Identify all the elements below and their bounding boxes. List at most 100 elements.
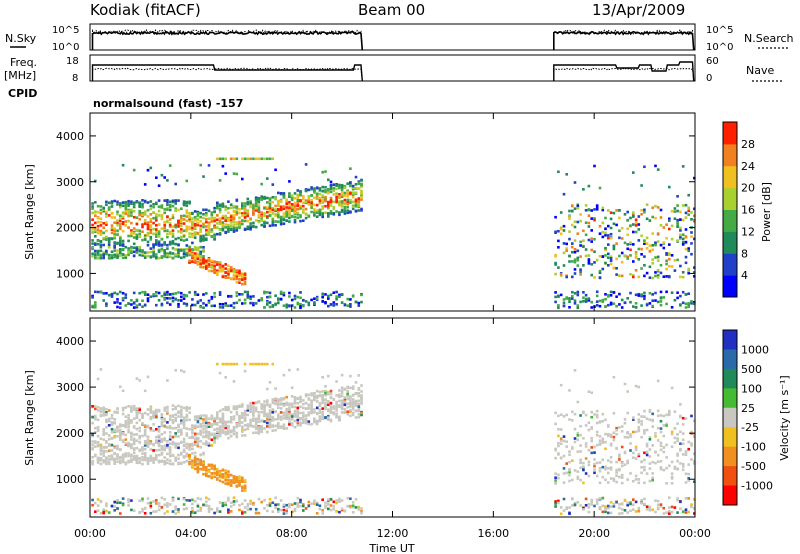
heatmap-cell bbox=[288, 220, 291, 223]
heatmap-cell bbox=[99, 253, 103, 257]
heatmap-cell bbox=[324, 407, 327, 411]
heatmap-cell bbox=[607, 224, 610, 228]
heatmap-cell bbox=[149, 200, 153, 203]
heatmap-cell bbox=[205, 418, 208, 421]
heatmap-cell bbox=[238, 224, 241, 227]
heatmap-cell bbox=[340, 499, 344, 502]
heatmap-cell bbox=[274, 428, 277, 432]
heatmap-cell bbox=[130, 405, 133, 408]
heatmap-cell bbox=[155, 224, 158, 227]
heatmap-cell bbox=[174, 242, 177, 246]
heatmap-cell bbox=[354, 183, 358, 186]
heatmap-cell bbox=[171, 419, 175, 422]
heatmap-cell bbox=[274, 400, 277, 403]
heatmap-cell bbox=[166, 458, 169, 461]
heatmap-cell bbox=[302, 402, 305, 406]
heatmap-cell bbox=[609, 442, 613, 446]
heatmap-cell bbox=[329, 293, 333, 297]
power-colorbar-swatch bbox=[723, 187, 737, 210]
heatmap-cell bbox=[338, 416, 341, 420]
heatmap-cell bbox=[645, 271, 649, 275]
heatmap-cell bbox=[205, 435, 208, 439]
heatmap-cell bbox=[146, 443, 150, 446]
heatmap-cell bbox=[654, 243, 657, 247]
heatmap-cell bbox=[152, 410, 155, 413]
heatmap-cell bbox=[146, 201, 150, 204]
heatmap-cell bbox=[338, 395, 341, 399]
heatmap-cell bbox=[155, 253, 158, 256]
heatmap-cell bbox=[279, 415, 283, 419]
heatmap-cell bbox=[124, 406, 128, 409]
heatmap-cell bbox=[607, 264, 610, 267]
heatmap-cell bbox=[693, 275, 696, 278]
heatmap-cell bbox=[152, 227, 155, 231]
heatmap-cell bbox=[307, 214, 311, 218]
heatmap-cell bbox=[196, 425, 200, 428]
heatmap-cell bbox=[632, 171, 635, 174]
heatmap-cell bbox=[593, 462, 596, 466]
heatmap-cell bbox=[282, 508, 286, 512]
heatmap-cell bbox=[119, 203, 122, 207]
heatmap-cell bbox=[277, 213, 280, 217]
heatmap-cell bbox=[263, 406, 266, 410]
heatmap-cell bbox=[587, 503, 591, 506]
heatmap-cell bbox=[346, 410, 349, 413]
heatmap-cell bbox=[163, 226, 166, 230]
heatmap-cell bbox=[119, 202, 122, 205]
heatmap-cell bbox=[171, 235, 175, 238]
heatmap-cell bbox=[349, 211, 352, 214]
heatmap-cell bbox=[143, 506, 147, 510]
heatmap-cell bbox=[329, 498, 333, 501]
heatmap-cell bbox=[277, 507, 280, 511]
heatmap-cell bbox=[143, 210, 147, 213]
heatmap-cell bbox=[191, 442, 194, 446]
heatmap-cell bbox=[143, 220, 147, 224]
heatmap-cell bbox=[110, 226, 114, 230]
heatmap-cell bbox=[587, 238, 591, 242]
heatmap-cell bbox=[163, 208, 166, 211]
freq-label: Freq. bbox=[10, 56, 37, 69]
heatmap-cell bbox=[593, 238, 596, 241]
heatmap-cell bbox=[620, 430, 624, 433]
heatmap-cell bbox=[157, 232, 161, 236]
heatmap-cell bbox=[243, 419, 247, 422]
heatmap-cell bbox=[651, 244, 654, 247]
heatmap-cell bbox=[207, 431, 211, 434]
heatmap-cell bbox=[654, 274, 657, 278]
heatmap-cell bbox=[163, 251, 166, 255]
heatmap-cell bbox=[94, 306, 97, 309]
heatmap-cell bbox=[590, 415, 593, 419]
heatmap-cell bbox=[196, 421, 200, 425]
heatmap-cell bbox=[579, 244, 582, 247]
heatmap-cell bbox=[587, 390, 591, 393]
heatmap-cell bbox=[571, 497, 574, 500]
heatmap-cell bbox=[277, 202, 280, 205]
heatmap-cell bbox=[554, 479, 557, 482]
heatmap-cell bbox=[340, 188, 344, 192]
heatmap-cell bbox=[254, 225, 258, 229]
heatmap-cell bbox=[299, 421, 302, 425]
heatmap-cell bbox=[160, 244, 164, 247]
heatmap-cell bbox=[313, 187, 316, 190]
heatmap-cell bbox=[207, 259, 211, 262]
heatmap-cell bbox=[304, 417, 308, 421]
heatmap-cell bbox=[218, 302, 222, 306]
heatmap-cell bbox=[568, 254, 571, 258]
heatmap-cell bbox=[177, 248, 180, 252]
heatmap-cell bbox=[224, 476, 227, 479]
heatmap-cell bbox=[213, 436, 216, 440]
heatmap-cell bbox=[229, 484, 233, 487]
heatmap-cell bbox=[252, 206, 255, 210]
heatmap-cell bbox=[119, 222, 122, 226]
heatmap-cell bbox=[576, 203, 580, 207]
heatmap-cell bbox=[257, 420, 261, 423]
heatmap-cell bbox=[207, 425, 211, 428]
heatmap-cell bbox=[620, 461, 624, 465]
heatmap-cell bbox=[182, 229, 186, 233]
heatmap-cell bbox=[149, 511, 153, 515]
heatmap-cell bbox=[335, 501, 338, 505]
heatmap-cell bbox=[196, 497, 200, 500]
heatmap-cell bbox=[155, 219, 158, 222]
heatmap-cell bbox=[135, 216, 139, 219]
heatmap-cell bbox=[121, 247, 125, 251]
